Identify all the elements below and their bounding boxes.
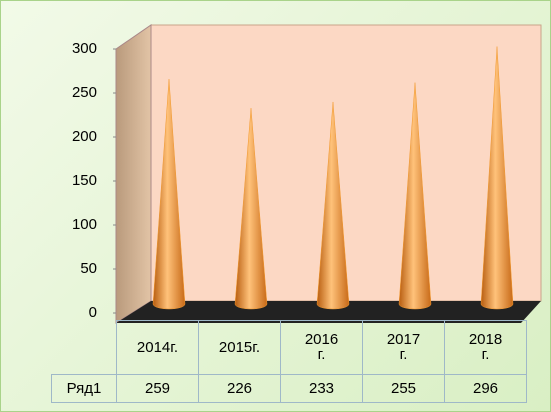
table-corner	[52, 321, 117, 375]
cone	[234, 108, 268, 310]
data-table: 2014г. 2015г. 2016 г. 2017 г. 2018 г. Ряд1 259…	[51, 320, 527, 403]
x-tick-label-text: 2017 г.	[386, 330, 421, 363]
y-tick-label: 250	[72, 84, 97, 101]
cone	[152, 79, 186, 310]
data-label: 259	[116, 373, 199, 403]
side-wall	[115, 24, 152, 324]
data-label-text: 296	[472, 379, 499, 397]
y-tick-label: 150	[72, 172, 97, 189]
x-tick-label-text: 2015г.	[218, 338, 261, 356]
data-label-text: 259	[144, 379, 171, 397]
x-tick-label: 2014г.	[116, 320, 199, 375]
y-tick-label: 50	[80, 260, 97, 277]
floor	[116, 301, 541, 323]
y-tick-label: 100	[72, 216, 97, 233]
data-label: 226	[198, 373, 281, 403]
x-tick-label: 2018 г.	[444, 320, 527, 375]
data-label-text: 255	[390, 379, 417, 397]
x-tick-label: 2015г.	[198, 320, 281, 375]
x-tick-label-text: 2016 г.	[304, 330, 339, 363]
y-tick-label: 200	[72, 128, 97, 145]
x-tick-label: 2017 г.	[362, 320, 445, 375]
x-tick-label-text: 2014г.	[136, 338, 179, 356]
cone	[480, 46, 514, 310]
legend-entry-text: Ряд1	[66, 379, 102, 397]
cone	[316, 101, 350, 310]
legend-entry: Ряд1	[51, 373, 117, 403]
back-wall	[150, 24, 542, 302]
cone	[398, 82, 432, 310]
x-tick-label-text: 2018 г.	[468, 330, 503, 363]
data-label-text: 233	[308, 379, 335, 397]
data-label: 255	[362, 373, 445, 403]
y-tick-label: 300	[72, 40, 97, 57]
x-tick-label: 2016 г.	[280, 320, 363, 375]
data-label-text: 226	[226, 379, 253, 397]
y-tick-label: 0	[89, 304, 97, 321]
data-label: 233	[280, 373, 363, 403]
data-label: 296	[444, 373, 527, 403]
